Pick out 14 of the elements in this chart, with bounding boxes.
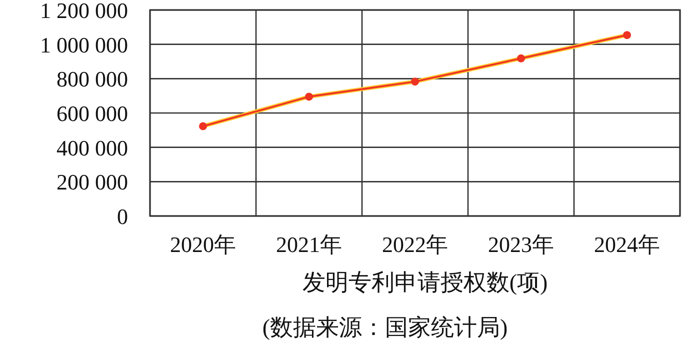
xtick: 2022年 [382, 232, 448, 257]
ytick: 0 [117, 204, 128, 229]
ytick: 600 000 [56, 101, 128, 126]
ytick: 1 200 000 [40, 0, 128, 23]
ytick: 800 000 [56, 66, 128, 92]
ytick: 200 000 [56, 170, 128, 195]
xtick: 2021年 [276, 232, 342, 257]
xtick: 2020年 [170, 232, 236, 257]
ytick: 400 000 [56, 135, 128, 160]
xtick: 2023年 [488, 232, 554, 257]
xlabel: 发明专利申请授权数(项) [302, 270, 548, 295]
xtick: 2024年 [594, 232, 660, 257]
ytick: 1 000 000 [40, 32, 128, 58]
annotation: (数据来源：国家统计局) [262, 315, 508, 340]
